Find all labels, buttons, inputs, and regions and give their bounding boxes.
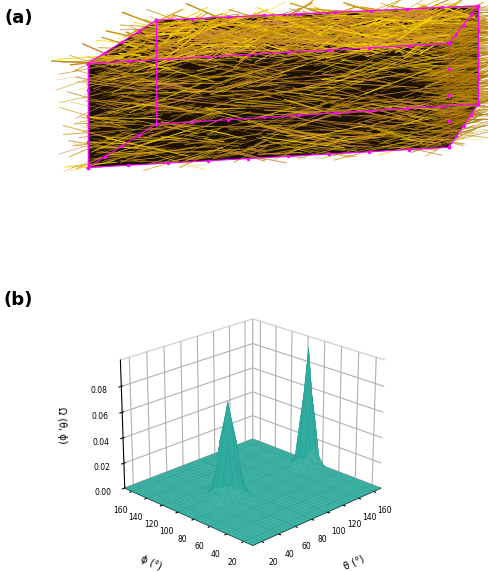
Polygon shape — [449, 6, 478, 148]
Polygon shape — [88, 6, 478, 63]
X-axis label: θ (°): θ (°) — [342, 554, 366, 571]
Text: Y: Y — [20, 203, 26, 213]
Text: (b): (b) — [4, 291, 33, 309]
Text: (a): (a) — [5, 9, 33, 27]
Text: 100 um: 100 um — [401, 195, 433, 204]
Text: Z: Z — [100, 190, 107, 200]
Y-axis label: ϕ (°): ϕ (°) — [140, 554, 163, 571]
Polygon shape — [88, 43, 449, 168]
Text: X: X — [41, 161, 49, 171]
